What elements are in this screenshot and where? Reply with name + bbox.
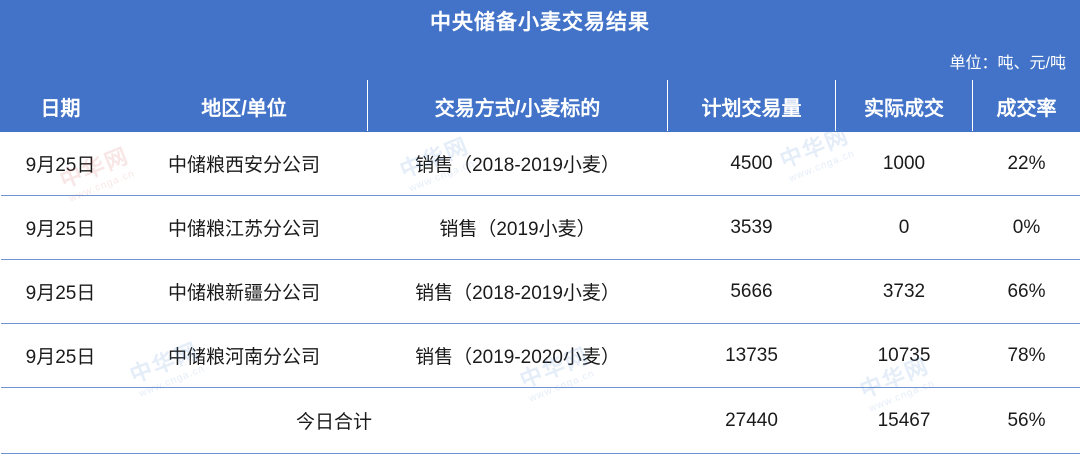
- trading-result-table: 日期 地区/单位 交易方式/小麦标的 计划交易量 实际成交 成交率 9月25日 …: [0, 80, 1080, 454]
- cell-date: 9月25日: [1, 260, 121, 324]
- cell-rate: 78%: [973, 324, 1080, 388]
- cell-rate: 22%: [973, 132, 1080, 196]
- cell-trade-type: 销售（2019-2020小麦）: [368, 324, 668, 388]
- cell-trade-type: 销售（2019小麦）: [368, 196, 668, 260]
- column-header-region: 地区/单位: [121, 81, 368, 132]
- table-row: 9月25日 中储粮河南分公司 销售（2019-2020小麦） 13735 107…: [1, 324, 1080, 388]
- cell-region: 中储粮河南分公司: [121, 324, 368, 388]
- cell-date: 9月25日: [1, 132, 121, 196]
- cell-trade-type: 销售（2018-2019小麦）: [368, 132, 668, 196]
- table-row: 9月25日 中储粮西安分公司 销售（2018-2019小麦） 4500 1000…: [1, 132, 1080, 196]
- cell-region: 中储粮新疆分公司: [121, 260, 368, 324]
- column-header-planned-volume: 计划交易量: [668, 81, 836, 132]
- cell-date: 9月25日: [1, 324, 121, 388]
- cell-actual-volume: 10735: [836, 324, 973, 388]
- cell-rate: 66%: [973, 260, 1080, 324]
- cell-planned-volume: 3539: [668, 196, 836, 260]
- cell-total-rate: 56%: [973, 388, 1080, 454]
- cell-total-planned-volume: 27440: [668, 388, 836, 454]
- cell-planned-volume: 5666: [668, 260, 836, 324]
- cell-total-label: 今日合计: [1, 388, 668, 454]
- column-header-rate: 成交率: [973, 81, 1080, 132]
- cell-total-actual-volume: 15467: [836, 388, 973, 454]
- table-header-row: 日期 地区/单位 交易方式/小麦标的 计划交易量 实际成交 成交率: [1, 81, 1080, 132]
- column-header-trade-type: 交易方式/小麦标的: [368, 81, 668, 132]
- cell-date: 9月25日: [1, 196, 121, 260]
- cell-actual-volume: 3732: [836, 260, 973, 324]
- cell-region: 中储粮西安分公司: [121, 132, 368, 196]
- column-header-date: 日期: [1, 81, 121, 132]
- cell-trade-type: 销售（2018-2019小麦）: [368, 260, 668, 324]
- table-row: 9月25日 中储粮江苏分公司 销售（2019小麦） 3539 0 0%: [1, 196, 1080, 260]
- cell-actual-volume: 0: [836, 196, 973, 260]
- table-total-row: 今日合计 27440 15467 56%: [1, 388, 1080, 454]
- unit-note: 单位：吨、元/吨: [0, 42, 1080, 80]
- cell-planned-volume: 4500: [668, 132, 836, 196]
- page-title: 中央储备小麦交易结果: [0, 0, 1080, 42]
- cell-actual-volume: 1000: [836, 132, 973, 196]
- column-header-actual-volume: 实际成交: [836, 81, 973, 132]
- table-row: 9月25日 中储粮新疆分公司 销售（2018-2019小麦） 5666 3732…: [1, 260, 1080, 324]
- cell-region: 中储粮江苏分公司: [121, 196, 368, 260]
- cell-rate: 0%: [973, 196, 1080, 260]
- cell-planned-volume: 13735: [668, 324, 836, 388]
